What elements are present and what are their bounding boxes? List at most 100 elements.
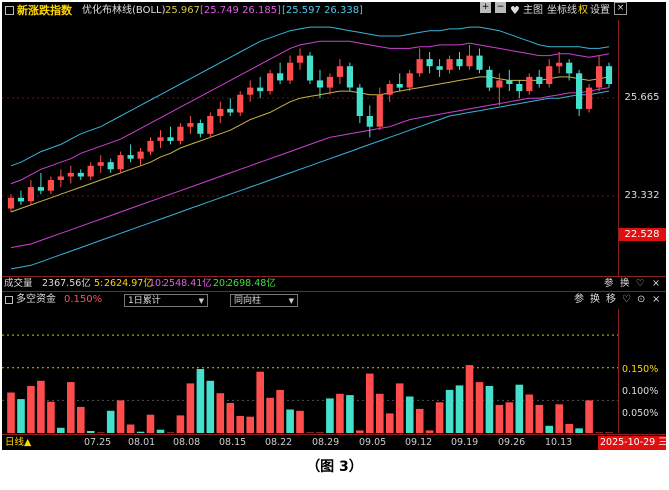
fund-bar[interactable] <box>37 380 45 433</box>
fund-bar[interactable] <box>336 393 344 433</box>
candlestick[interactable] <box>117 151 124 173</box>
candlestick[interactable] <box>207 112 214 138</box>
candlestick[interactable] <box>97 155 104 173</box>
fund-bar[interactable] <box>96 432 105 434</box>
minus-button[interactable]: − <box>495 2 506 13</box>
candlestick[interactable] <box>536 69 543 88</box>
fund-bar[interactable] <box>216 393 225 433</box>
fund-bar[interactable] <box>405 396 414 434</box>
fund-bar[interactable] <box>7 392 15 434</box>
accumulate-dropdown[interactable]: 1日累计 ▼ <box>124 294 208 307</box>
candlestick[interactable] <box>167 126 174 145</box>
fund-bar[interactable] <box>326 398 334 433</box>
fund-bar[interactable] <box>595 432 603 434</box>
candlestick[interactable] <box>436 59 443 77</box>
candlestick[interactable] <box>566 59 573 81</box>
fund-bar[interactable] <box>545 425 553 433</box>
close-icon[interactable]: × <box>652 294 661 305</box>
index-name[interactable]: 新涨跌指数 <box>17 4 72 17</box>
candlestick[interactable] <box>147 137 154 156</box>
fund-bar[interactable] <box>605 432 613 434</box>
candlestick[interactable] <box>257 76 264 99</box>
candlestick[interactable] <box>57 169 64 188</box>
zoom-icon[interactable]: ⊙ <box>637 294 646 305</box>
candlestick[interactable] <box>127 144 134 163</box>
fund-bar[interactable] <box>535 404 544 433</box>
candlestick[interactable] <box>416 48 423 77</box>
candlestick[interactable] <box>556 52 563 74</box>
fund-bar[interactable] <box>386 413 394 433</box>
fund-bar[interactable] <box>316 432 324 434</box>
fund-bar[interactable] <box>57 427 65 433</box>
fund-bar[interactable] <box>196 369 205 433</box>
candlestick[interactable] <box>67 165 74 184</box>
candlestick[interactable] <box>47 176 54 195</box>
fund-bar[interactable] <box>555 404 563 433</box>
params-button[interactable]: 参 <box>604 278 614 289</box>
fund-bar[interactable] <box>465 365 474 433</box>
fund-bar[interactable] <box>445 389 454 433</box>
candlestick[interactable] <box>456 52 463 70</box>
candlestick[interactable] <box>486 66 493 92</box>
fund-bar[interactable] <box>505 402 514 433</box>
candlestick[interactable] <box>396 73 403 92</box>
fund-bar[interactable] <box>136 431 145 433</box>
fund-bar[interactable] <box>176 415 185 433</box>
candlestick[interactable] <box>7 194 15 212</box>
fund-bar[interactable] <box>455 385 464 433</box>
fund-bar[interactable] <box>67 382 75 433</box>
fund-bar[interactable] <box>166 432 175 434</box>
candlestick[interactable] <box>356 84 363 124</box>
fund-bar[interactable] <box>376 393 384 433</box>
candlestick[interactable] <box>516 80 523 99</box>
candlestick[interactable] <box>596 55 603 92</box>
candlestick[interactable] <box>237 91 244 116</box>
candlestick[interactable] <box>386 80 393 102</box>
candlestick[interactable] <box>296 48 304 70</box>
fund-bar[interactable] <box>236 416 244 433</box>
fund-bar[interactable] <box>395 383 404 433</box>
fund-bar[interactable] <box>226 403 235 433</box>
heart-icon[interactable]: ♥ <box>510 4 520 17</box>
fund-bar[interactable] <box>366 373 374 433</box>
period-selector[interactable]: 日线▲ <box>5 437 32 448</box>
fund-bar[interactable] <box>286 409 294 434</box>
candlestick[interactable] <box>277 62 284 84</box>
params-button[interactable]: 参 <box>574 294 584 305</box>
fund-bar[interactable] <box>525 394 534 434</box>
fund-bar[interactable] <box>435 402 444 433</box>
fund-bar-chart[interactable] <box>2 309 666 433</box>
add-button[interactable]: + <box>480 2 491 13</box>
candlestick[interactable] <box>87 162 94 180</box>
candlestick[interactable] <box>586 84 593 113</box>
fund-bar[interactable] <box>565 423 573 433</box>
candlestick[interactable] <box>227 98 234 116</box>
fund-bar[interactable] <box>346 395 354 433</box>
candlestick-chart[interactable] <box>2 20 666 276</box>
candlestick[interactable] <box>107 158 114 173</box>
fund-bar[interactable] <box>296 410 304 433</box>
switch-button[interactable]: 换 <box>620 278 630 289</box>
candlestick[interactable] <box>177 123 184 145</box>
candlestick[interactable] <box>306 52 314 84</box>
candlestick[interactable] <box>546 59 553 88</box>
fund-bar[interactable] <box>106 410 115 433</box>
candlestick[interactable] <box>316 69 324 99</box>
fund-label[interactable]: 多空资金 <box>16 294 56 305</box>
candlestick[interactable] <box>346 62 353 92</box>
fund-bar[interactable] <box>27 386 35 433</box>
indicator-name[interactable]: 优化布林线(BOLL) <box>82 5 166 16</box>
candlestick[interactable] <box>336 59 343 84</box>
candlestick[interactable] <box>37 172 44 195</box>
candlestick[interactable] <box>157 130 164 148</box>
move-button[interactable]: 移 <box>606 294 616 305</box>
main-chart-button[interactable]: 主图 <box>523 5 543 16</box>
candlestick[interactable] <box>526 73 533 95</box>
candlestick[interactable] <box>426 52 433 74</box>
fund-bar[interactable] <box>276 389 284 433</box>
candlestick[interactable] <box>267 69 274 95</box>
fund-bar[interactable] <box>515 384 524 433</box>
coordinate-line-button[interactable]: 坐标线 <box>547 5 577 16</box>
fund-bar[interactable] <box>126 424 135 434</box>
fund-bar[interactable] <box>475 382 484 433</box>
